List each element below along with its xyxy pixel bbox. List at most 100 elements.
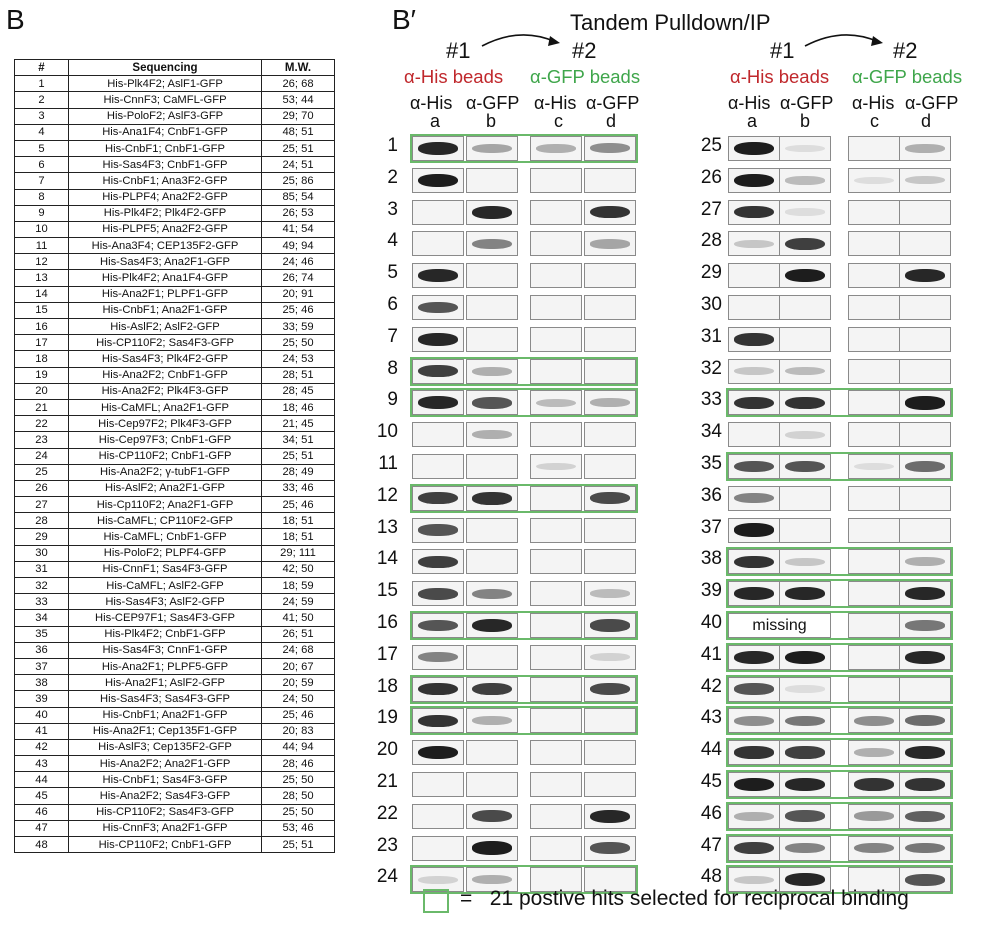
blot-cell — [779, 517, 831, 543]
blot-cell — [466, 835, 518, 861]
blot-band — [854, 748, 894, 758]
row-number: 7 — [14, 172, 69, 190]
positive-hit-highlight — [410, 706, 638, 736]
mw-cell: 18; 51 — [261, 512, 335, 530]
blot-row-number: 43 — [700, 707, 722, 729]
mw-cell: 34; 51 — [261, 431, 335, 449]
mw-cell: 20; 91 — [261, 285, 335, 303]
blot-cell — [779, 167, 831, 193]
sequencing-cell: His-Sas4F3; Plk4F2-GFP — [68, 350, 262, 368]
table-row: 46 His-CP110F2; Sas4F3-GFP 25; 50 — [14, 803, 335, 821]
blot-cell — [412, 422, 464, 448]
blot-cell — [530, 835, 582, 861]
table-row: 45 His-Ana2F2; Sas4F3-GFP 28; 50 — [14, 787, 335, 805]
blot-cell — [412, 199, 464, 225]
mw-cell: 20; 67 — [261, 657, 335, 676]
sequencing-cell: His-CnnF3; CaMFL-GFP — [68, 91, 262, 109]
blot-cell — [412, 644, 464, 670]
blot-cell — [728, 835, 780, 861]
mw-cell: 33; 46 — [261, 479, 335, 498]
blot-cell — [848, 517, 900, 543]
blot-band — [472, 143, 512, 154]
blot-band — [590, 205, 630, 219]
sequencing-cell: His-CnnF1; Sas4F3-GFP — [68, 560, 262, 579]
mw-cell: 26; 53 — [261, 204, 335, 222]
sequencing-cell: His-Sas4F3; Sas4F3-GFP — [68, 690, 262, 708]
blot-band — [536, 398, 576, 408]
blot-band — [785, 746, 825, 759]
mw-cell: 53; 46 — [261, 819, 335, 838]
blot-band — [734, 777, 774, 792]
mw-cell: 44; 94 — [261, 738, 335, 757]
blot-cell — [584, 549, 636, 575]
mw-cell: 41; 50 — [261, 609, 335, 627]
blot-cell — [899, 517, 951, 543]
blot-cell — [779, 454, 831, 479]
row-number: 19 — [14, 366, 69, 384]
blot-band — [590, 842, 630, 854]
table-row: 19 His-Ana2F2; CnbF1-GFP 28; 51 — [14, 366, 335, 384]
positive-hit-highlight — [410, 611, 638, 640]
blot-row-number: 40 — [700, 612, 722, 633]
blot-cell — [466, 644, 518, 670]
row-number: 13 — [14, 269, 69, 287]
ab-gfp-right-1: α-GFP — [780, 93, 834, 113]
blot-cell — [728, 231, 780, 257]
blot-row-number: 46 — [700, 802, 722, 824]
blot-band — [734, 841, 774, 855]
row-number: 32 — [14, 576, 69, 595]
table-row: 18 His-Sas4F3; Plk4F2-GFP 24; 53 — [14, 350, 335, 368]
mw-cell: 29; 70 — [261, 107, 335, 125]
row-number: 36 — [14, 641, 69, 659]
blot-row-number: 35 — [700, 453, 722, 474]
blot-band — [418, 587, 458, 600]
blot-cell — [412, 295, 464, 320]
row-number: 31 — [14, 560, 69, 579]
blot-cell — [848, 740, 900, 766]
mw-cell: 24; 53 — [261, 350, 335, 368]
blot-cell — [412, 772, 464, 797]
blot-cell — [466, 199, 518, 225]
blot-row-number: 24 — [376, 866, 398, 888]
mw-cell: 25; 46 — [261, 301, 335, 320]
blot-cell — [412, 549, 464, 575]
blot-row-number: 7 — [387, 325, 398, 347]
blot-row-number: 23 — [376, 834, 398, 856]
blot-band — [472, 841, 512, 855]
blot-band — [785, 873, 825, 887]
blot-cell — [466, 167, 518, 193]
blot-row-number: 18 — [376, 675, 398, 697]
row-number: 21 — [14, 398, 69, 417]
blot-band — [418, 714, 458, 728]
blot-band — [905, 715, 945, 727]
blot-band — [734, 811, 774, 821]
sequencing-cell: His-CaMFL; CP110F2-GFP — [68, 512, 262, 530]
blot-cell — [412, 613, 464, 638]
blot-band — [590, 619, 630, 632]
blot-cell — [848, 263, 900, 289]
blot-band — [418, 301, 458, 314]
ab-gfp-left-2: α-GFP — [586, 93, 640, 113]
table-row: 36 His-Sas4F3; CnnF1-GFP 24; 68 — [14, 641, 335, 659]
blot-cell — [848, 676, 900, 702]
blot-row-number: 45 — [700, 771, 722, 792]
sequencing-cell: His-Cp110F2; Ana2F1-GFP — [68, 496, 262, 514]
blot-cell — [466, 390, 518, 416]
blot-band — [472, 682, 512, 696]
blot-cell — [899, 772, 951, 797]
blot-cell — [584, 390, 636, 416]
blot-cell — [899, 199, 951, 225]
blot-cell — [466, 676, 518, 702]
blot-band — [905, 746, 945, 760]
sequencing-cell: His-AslF2; Ana2F1-GFP — [68, 479, 262, 498]
blot-cell — [530, 867, 582, 893]
mw-cell: 48; 51 — [261, 123, 335, 141]
blot-band — [734, 239, 774, 249]
blot-row-number: 41 — [700, 643, 722, 665]
sequencing-table: # Sequencing M.W. 1 His-Plk4F2; AslF1-GFP… — [14, 58, 335, 854]
blot-band — [905, 778, 945, 791]
blot-row-number: 16 — [376, 612, 398, 633]
blot-band — [905, 396, 945, 410]
table-row: 42 His-AslF3; Cep135F2-GFP 44; 94 — [14, 738, 335, 757]
blot-band — [785, 175, 825, 185]
